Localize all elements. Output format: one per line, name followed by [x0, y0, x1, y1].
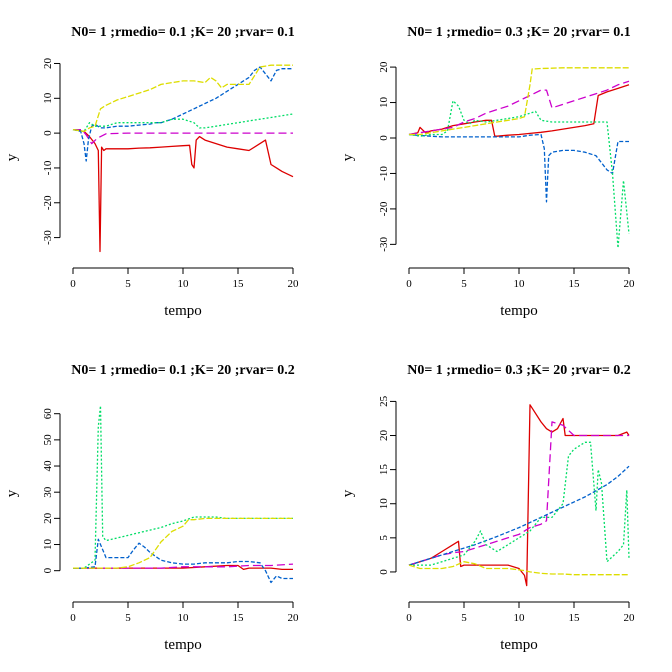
x-tick-label: 10 — [514, 612, 526, 624]
chart-panel-2: N0= 1 ;rmedio= 0.3 ;K= 20 ;rvar= 0.1 0 5 10… — [340, 25, 638, 319]
series-line-5 — [408, 561, 629, 576]
y-tick-label: 30 — [42, 486, 54, 498]
x-axis-label: tempo — [164, 637, 202, 653]
x-tick-label: 15 — [569, 612, 581, 624]
y-tick-label: 20 — [378, 61, 390, 73]
plot-area — [400, 52, 638, 263]
x-tick-label: 15 — [569, 278, 581, 290]
y-tick-label: 20 — [42, 57, 54, 69]
x-tick-label: 5 — [125, 278, 131, 290]
x-tick-label: 5 — [125, 612, 131, 624]
y-tick-label: 10 — [378, 97, 390, 109]
x-tick-label: 20 — [288, 278, 300, 290]
series-line-4 — [408, 100, 630, 249]
x-tick-label: 10 — [178, 278, 190, 290]
y-tick-label: 0 — [378, 135, 390, 141]
series-line-3 — [408, 465, 630, 566]
y-tick-label: -20 — [378, 201, 390, 216]
y-tick-label: 5 — [378, 535, 390, 541]
y-tick-label: -10 — [378, 166, 390, 181]
y-tick-label: 0 — [42, 567, 54, 573]
x-tick-label: 10 — [178, 612, 190, 624]
y-tick-label: 60 — [42, 408, 54, 420]
y-tick-label: 10 — [378, 498, 390, 510]
plot-area — [400, 390, 638, 597]
x-tick-label: 10 — [514, 278, 526, 290]
series-line-1 — [408, 84, 630, 137]
y-axis-label: y — [340, 489, 356, 497]
y-axis-label: y — [340, 153, 356, 161]
y-tick-label: 20 — [378, 430, 390, 442]
series-line-4 — [72, 113, 294, 133]
series-line-3 — [73, 538, 293, 584]
series-line-5 — [72, 64, 293, 133]
chart-title: N0= 1 ;rmedio= 0.1 ;K= 20 ;rvar= 0.1 — [71, 25, 295, 40]
series-line-1 — [72, 128, 294, 253]
x-axis-label: tempo — [500, 303, 538, 319]
series-line-5 — [409, 67, 629, 136]
series-line-3 — [408, 133, 629, 203]
series-line-2 — [408, 421, 629, 566]
y-tick-label: 50 — [42, 434, 54, 446]
x-tick-label: 20 — [624, 278, 636, 290]
y-tick-label: -30 — [378, 237, 390, 252]
y-tick-label: 40 — [42, 460, 54, 472]
x-tick-label: 15 — [233, 278, 245, 290]
series-line-4 — [409, 441, 630, 566]
chart-panel-1: N0= 1 ;rmedio= 0.1 ;K= 20 ;rvar= 0.1 0 5 10… — [4, 25, 300, 319]
x-tick-label: 20 — [624, 612, 636, 624]
y-axis-label: y — [4, 489, 20, 497]
chart-title: N0= 1 ;rmedio= 0.1 ;K= 20 ;rvar= 0.2 — [71, 363, 295, 378]
chart-title: N0= 1 ;rmedio= 0.3 ;K= 20 ;rvar= 0.1 — [407, 25, 631, 40]
y-tick-label: 10 — [42, 539, 54, 551]
y-tick-label: -20 — [42, 195, 54, 210]
y-tick-label: 0 — [42, 130, 54, 136]
x-tick-label: 0 — [406, 278, 412, 290]
x-tick-label: 0 — [406, 612, 412, 624]
series-line-2 — [73, 128, 293, 145]
y-axis-label: y — [4, 153, 20, 161]
series-line-4 — [73, 405, 293, 569]
y-tick-label: 20 — [42, 512, 54, 524]
y-tick-label: 0 — [378, 569, 390, 575]
series-line-5 — [73, 517, 293, 569]
series-line-1 — [408, 404, 630, 587]
x-tick-label: 0 — [70, 612, 76, 624]
x-axis-label: tempo — [164, 303, 202, 319]
x-tick-label: 5 — [461, 612, 467, 624]
y-tick-label: -10 — [42, 160, 54, 175]
y-tick-label: -30 — [42, 230, 54, 245]
x-tick-label: 15 — [233, 612, 245, 624]
y-tick-label: 10 — [42, 92, 54, 104]
x-tick-label: 20 — [288, 612, 300, 624]
x-tick-label: 5 — [461, 278, 467, 290]
chart-panel-3: N0= 1 ;rmedio= 0.1 ;K= 20 ;rvar= 0.2 0 5 10… — [4, 363, 300, 653]
x-tick-label: 0 — [70, 278, 76, 290]
chart-panel-4: N0= 1 ;rmedio= 0.3 ;K= 20 ;rvar= 0.2 0 5 10… — [340, 363, 638, 653]
y-tick-label: 25 — [378, 395, 390, 407]
chart-title: N0= 1 ;rmedio= 0.3 ;K= 20 ;rvar= 0.2 — [407, 363, 631, 378]
series-line-2 — [408, 80, 630, 136]
y-tick-label: 15 — [378, 464, 390, 476]
x-axis-label: tempo — [500, 637, 538, 653]
